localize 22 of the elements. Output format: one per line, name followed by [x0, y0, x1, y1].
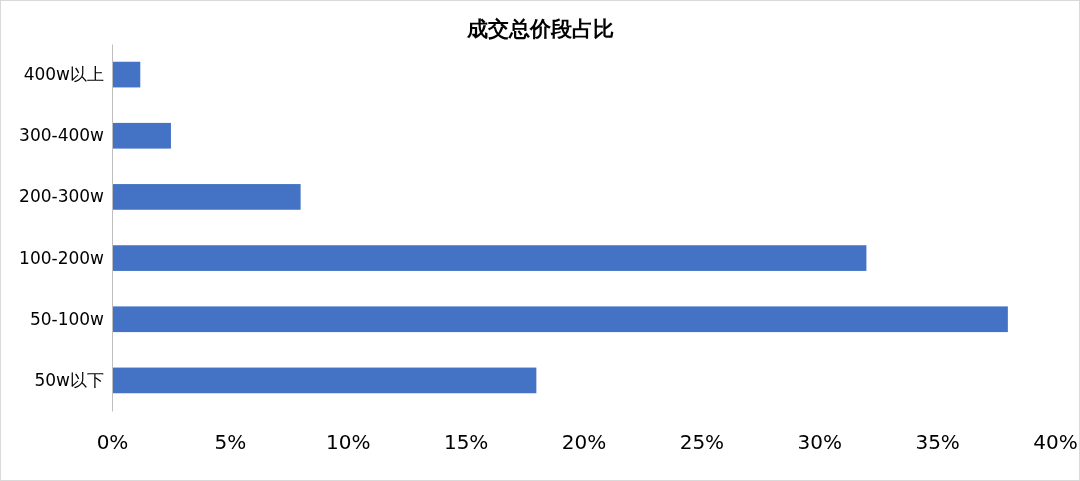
x-tick-label: 5% [214, 430, 247, 455]
bar [112, 367, 537, 394]
x-tick-label: 30% [797, 430, 842, 455]
bar [112, 61, 141, 88]
y-tick-label: 50w以下 [34, 369, 104, 390]
x-tick-label: 0% [96, 430, 129, 455]
bar [112, 306, 1008, 333]
y-tick-label: 100-200w [19, 247, 105, 268]
chart-title: 成交总价段占比 [465, 17, 614, 41]
x-tick-label: 10% [326, 430, 371, 455]
x-tick-label: 35% [915, 430, 960, 455]
y-tick-label: 200-300w [19, 186, 105, 207]
y-tick-label: 50-100w [29, 308, 105, 329]
bar [112, 184, 301, 210]
x-tick-label: 20% [561, 430, 607, 455]
bar [112, 245, 867, 271]
bar [112, 122, 171, 149]
x-tick-label: 15% [443, 430, 489, 455]
y-tick-label: 400w以上 [23, 64, 104, 85]
x-tick-label: 25% [679, 430, 725, 455]
y-tick-label: 300-400w [19, 125, 105, 146]
x-tick-label: 40% [1033, 430, 1078, 455]
